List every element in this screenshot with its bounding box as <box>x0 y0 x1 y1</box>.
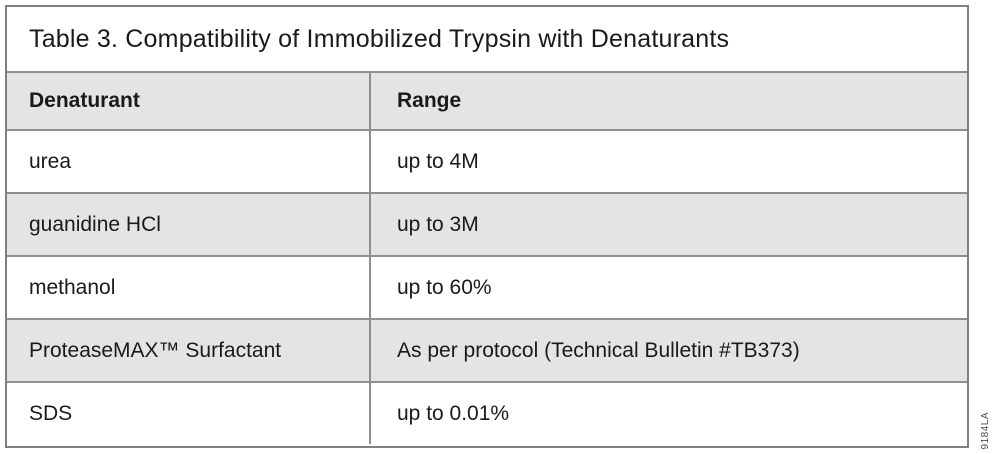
table-row: SDS up to 0.01% <box>7 381 967 444</box>
cell-denaturant: ProteaseMAX™ Surfactant <box>7 320 371 381</box>
cell-denaturant: SDS <box>7 383 371 444</box>
column-header-denaturant: Denaturant <box>7 73 371 129</box>
cell-denaturant: urea <box>7 131 371 192</box>
table-row: methanol up to 60% <box>7 255 967 318</box>
cell-range: up to 60% <box>397 275 492 299</box>
table-row: urea up to 4M <box>7 129 967 192</box>
table-row: guanidine HCl up to 3M <box>7 192 967 255</box>
cell-range: As per protocol (Technical Bulletin #TB3… <box>397 338 800 362</box>
table-title: Table 3. Compatibility of Immobilized Tr… <box>7 7 967 71</box>
cell-denaturant: guanidine HCl <box>7 194 371 255</box>
figure-id: 9184LA <box>980 411 991 449</box>
cell-range: up to 0.01% <box>397 401 510 425</box>
cell-range: up to 4M <box>397 149 479 173</box>
table-row: ProteaseMAX™ Surfactant As per protocol … <box>7 318 967 381</box>
compatibility-table: Table 3. Compatibility of Immobilized Tr… <box>5 5 969 448</box>
table-header-row: Denaturant Range <box>7 71 967 129</box>
cell-denaturant: methanol <box>7 257 371 318</box>
column-header-range: Range <box>397 89 462 112</box>
cell-range: up to 3M <box>397 212 479 236</box>
